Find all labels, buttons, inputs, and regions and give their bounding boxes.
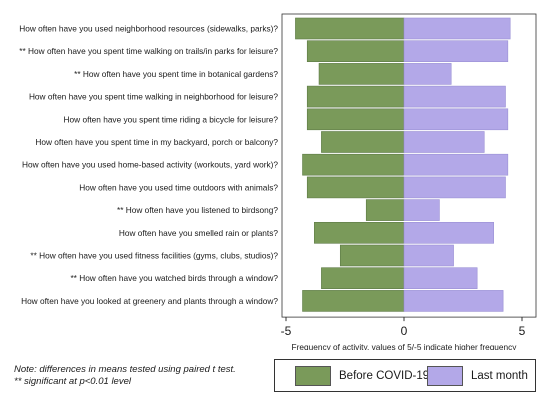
bar-before-covid-9 xyxy=(365,199,405,221)
legend-label-before: Before COVID-19 xyxy=(339,370,430,382)
category-label-3: ** How often have you spent time in bota… xyxy=(74,69,278,79)
legend-swatch-before xyxy=(295,366,331,386)
category-label-12: ** How often have you watched birds thro… xyxy=(70,273,278,283)
legend-item-before: Before COVID-19 xyxy=(295,366,429,386)
category-label-2: ** How often have you spent time walking… xyxy=(19,46,278,56)
legend: Before COVID-19 Last month xyxy=(274,359,536,392)
bar-before-covid-12 xyxy=(321,267,405,290)
bar-before-covid-7 xyxy=(302,153,405,176)
bar-last-month-11 xyxy=(403,244,454,267)
bar-last-month-4 xyxy=(403,85,506,108)
bar-last-month-1 xyxy=(403,17,511,40)
category-label-7: How often have you used home-based activ… xyxy=(22,160,278,170)
plot-frame xyxy=(281,13,537,318)
legend-item-last-month: Last month xyxy=(427,366,528,386)
bar-last-month-7 xyxy=(403,153,509,176)
bar-last-month-3 xyxy=(403,63,452,85)
x-tick-label-1: -5 xyxy=(281,324,292,338)
category-label-9: ** How often have you listened to birdso… xyxy=(117,205,278,215)
category-label-1: How often have you used neighborhood res… xyxy=(19,24,278,34)
category-label-6: How often have you spent time in my back… xyxy=(35,137,278,147)
bar-before-covid-2 xyxy=(306,40,405,63)
bar-before-covid-11 xyxy=(339,244,405,267)
category-label-5: How often have you spent time riding a b… xyxy=(64,114,279,124)
category-label-11: ** How often have you used fitness facil… xyxy=(30,251,278,261)
bar-last-month-12 xyxy=(403,267,478,290)
bar-before-covid-8 xyxy=(306,176,405,199)
diverging-bar-chart: How often have you used neighborhood res… xyxy=(19,13,537,350)
note-significance: ** significant at p<0.01 level xyxy=(14,376,131,387)
legend-label-last-month: Last month xyxy=(471,370,528,382)
category-label-4: How often have you spent time walking in… xyxy=(29,92,278,102)
bar-last-month-2 xyxy=(403,40,509,63)
bar-last-month-10 xyxy=(403,222,494,244)
bar-last-month-6 xyxy=(403,131,485,153)
x-axis-title: Frequency of activity, values of 5/-5 in… xyxy=(292,342,518,350)
category-label-10: How often have you smelled rain or plant… xyxy=(119,228,278,238)
legend-swatch-last-month xyxy=(427,366,463,386)
category-label-8: How often have you used time outdoors wi… xyxy=(79,182,278,192)
bar-before-covid-4 xyxy=(306,85,405,108)
x-tick-label-3: 5 xyxy=(519,324,526,338)
bar-last-month-9 xyxy=(403,199,440,221)
bar-before-covid-13 xyxy=(302,290,405,312)
bar-before-covid-5 xyxy=(306,108,405,131)
bar-before-covid-1 xyxy=(295,17,405,40)
bar-before-covid-3 xyxy=(318,63,405,85)
category-label-13: How often have you looked at greenery an… xyxy=(21,296,278,306)
note-paired-t-test: Note: differences in means tested using … xyxy=(14,364,236,375)
bar-last-month-8 xyxy=(403,176,506,199)
bar-last-month-5 xyxy=(403,108,509,131)
x-tick-label-2: 0 xyxy=(401,324,408,338)
bar-before-covid-6 xyxy=(321,131,405,153)
bar-last-month-13 xyxy=(403,290,504,312)
bar-before-covid-10 xyxy=(314,222,405,244)
